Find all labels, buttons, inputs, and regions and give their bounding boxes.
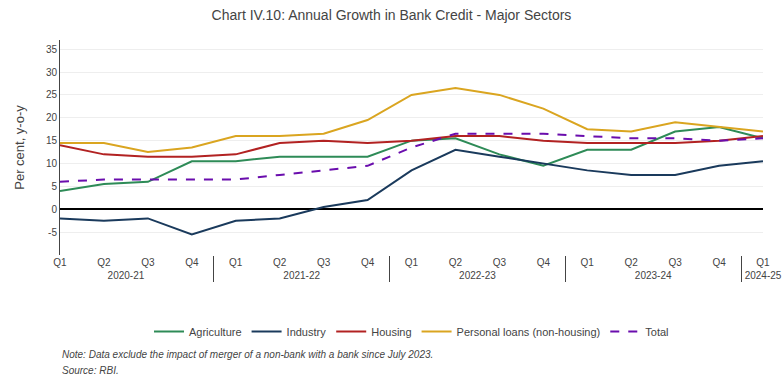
svg-text:Q3: Q3 xyxy=(317,257,331,268)
svg-text:Q3: Q3 xyxy=(141,257,155,268)
svg-text:Agriculture: Agriculture xyxy=(189,326,242,338)
svg-text:Q4: Q4 xyxy=(537,257,551,268)
svg-text:Total: Total xyxy=(645,326,668,338)
svg-text:Q1: Q1 xyxy=(229,257,243,268)
svg-text:Q3: Q3 xyxy=(493,257,507,268)
svg-text:Note: Data exclude the impact: Note: Data exclude the impact of merger … xyxy=(62,349,433,360)
svg-text:2023-24: 2023-24 xyxy=(635,270,672,281)
svg-text:Q4: Q4 xyxy=(712,257,726,268)
svg-text:Q1: Q1 xyxy=(581,257,595,268)
svg-text:0: 0 xyxy=(51,204,57,215)
svg-text:5: 5 xyxy=(51,181,57,192)
svg-text:Q2: Q2 xyxy=(625,257,639,268)
svg-text:Q2: Q2 xyxy=(273,257,287,268)
svg-text:2024-25: 2024-25 xyxy=(745,270,782,281)
svg-text:Q4: Q4 xyxy=(185,257,199,268)
svg-text:15: 15 xyxy=(46,135,58,146)
svg-text:2020-21: 2020-21 xyxy=(108,270,145,281)
svg-text:Q3: Q3 xyxy=(668,257,682,268)
svg-text:Source: RBI.: Source: RBI. xyxy=(62,365,119,376)
svg-text:Q4: Q4 xyxy=(361,257,375,268)
svg-text:2021-22: 2021-22 xyxy=(283,270,320,281)
svg-text:Personal loans (non-housing): Personal loans (non-housing) xyxy=(457,326,601,338)
svg-text:2022-23: 2022-23 xyxy=(459,270,496,281)
svg-text:Q2: Q2 xyxy=(97,257,111,268)
svg-text:Q1: Q1 xyxy=(53,257,67,268)
svg-text:35: 35 xyxy=(46,44,58,55)
svg-text:Industry: Industry xyxy=(287,326,327,338)
svg-text:-5: -5 xyxy=(48,227,57,238)
svg-text:Q1: Q1 xyxy=(405,257,419,268)
svg-text:10: 10 xyxy=(46,158,58,169)
svg-text:Q1: Q1 xyxy=(756,257,770,268)
svg-text:Housing: Housing xyxy=(371,326,411,338)
svg-text:30: 30 xyxy=(46,67,58,78)
svg-text:Chart IV.10: Annual Growth in: Chart IV.10: Annual Growth in Bank Credi… xyxy=(212,7,572,23)
svg-text:Q2: Q2 xyxy=(449,257,463,268)
svg-text:20: 20 xyxy=(46,112,58,123)
svg-text:Per cent, y-o-y: Per cent, y-o-y xyxy=(12,105,27,190)
svg-text:25: 25 xyxy=(46,89,58,100)
